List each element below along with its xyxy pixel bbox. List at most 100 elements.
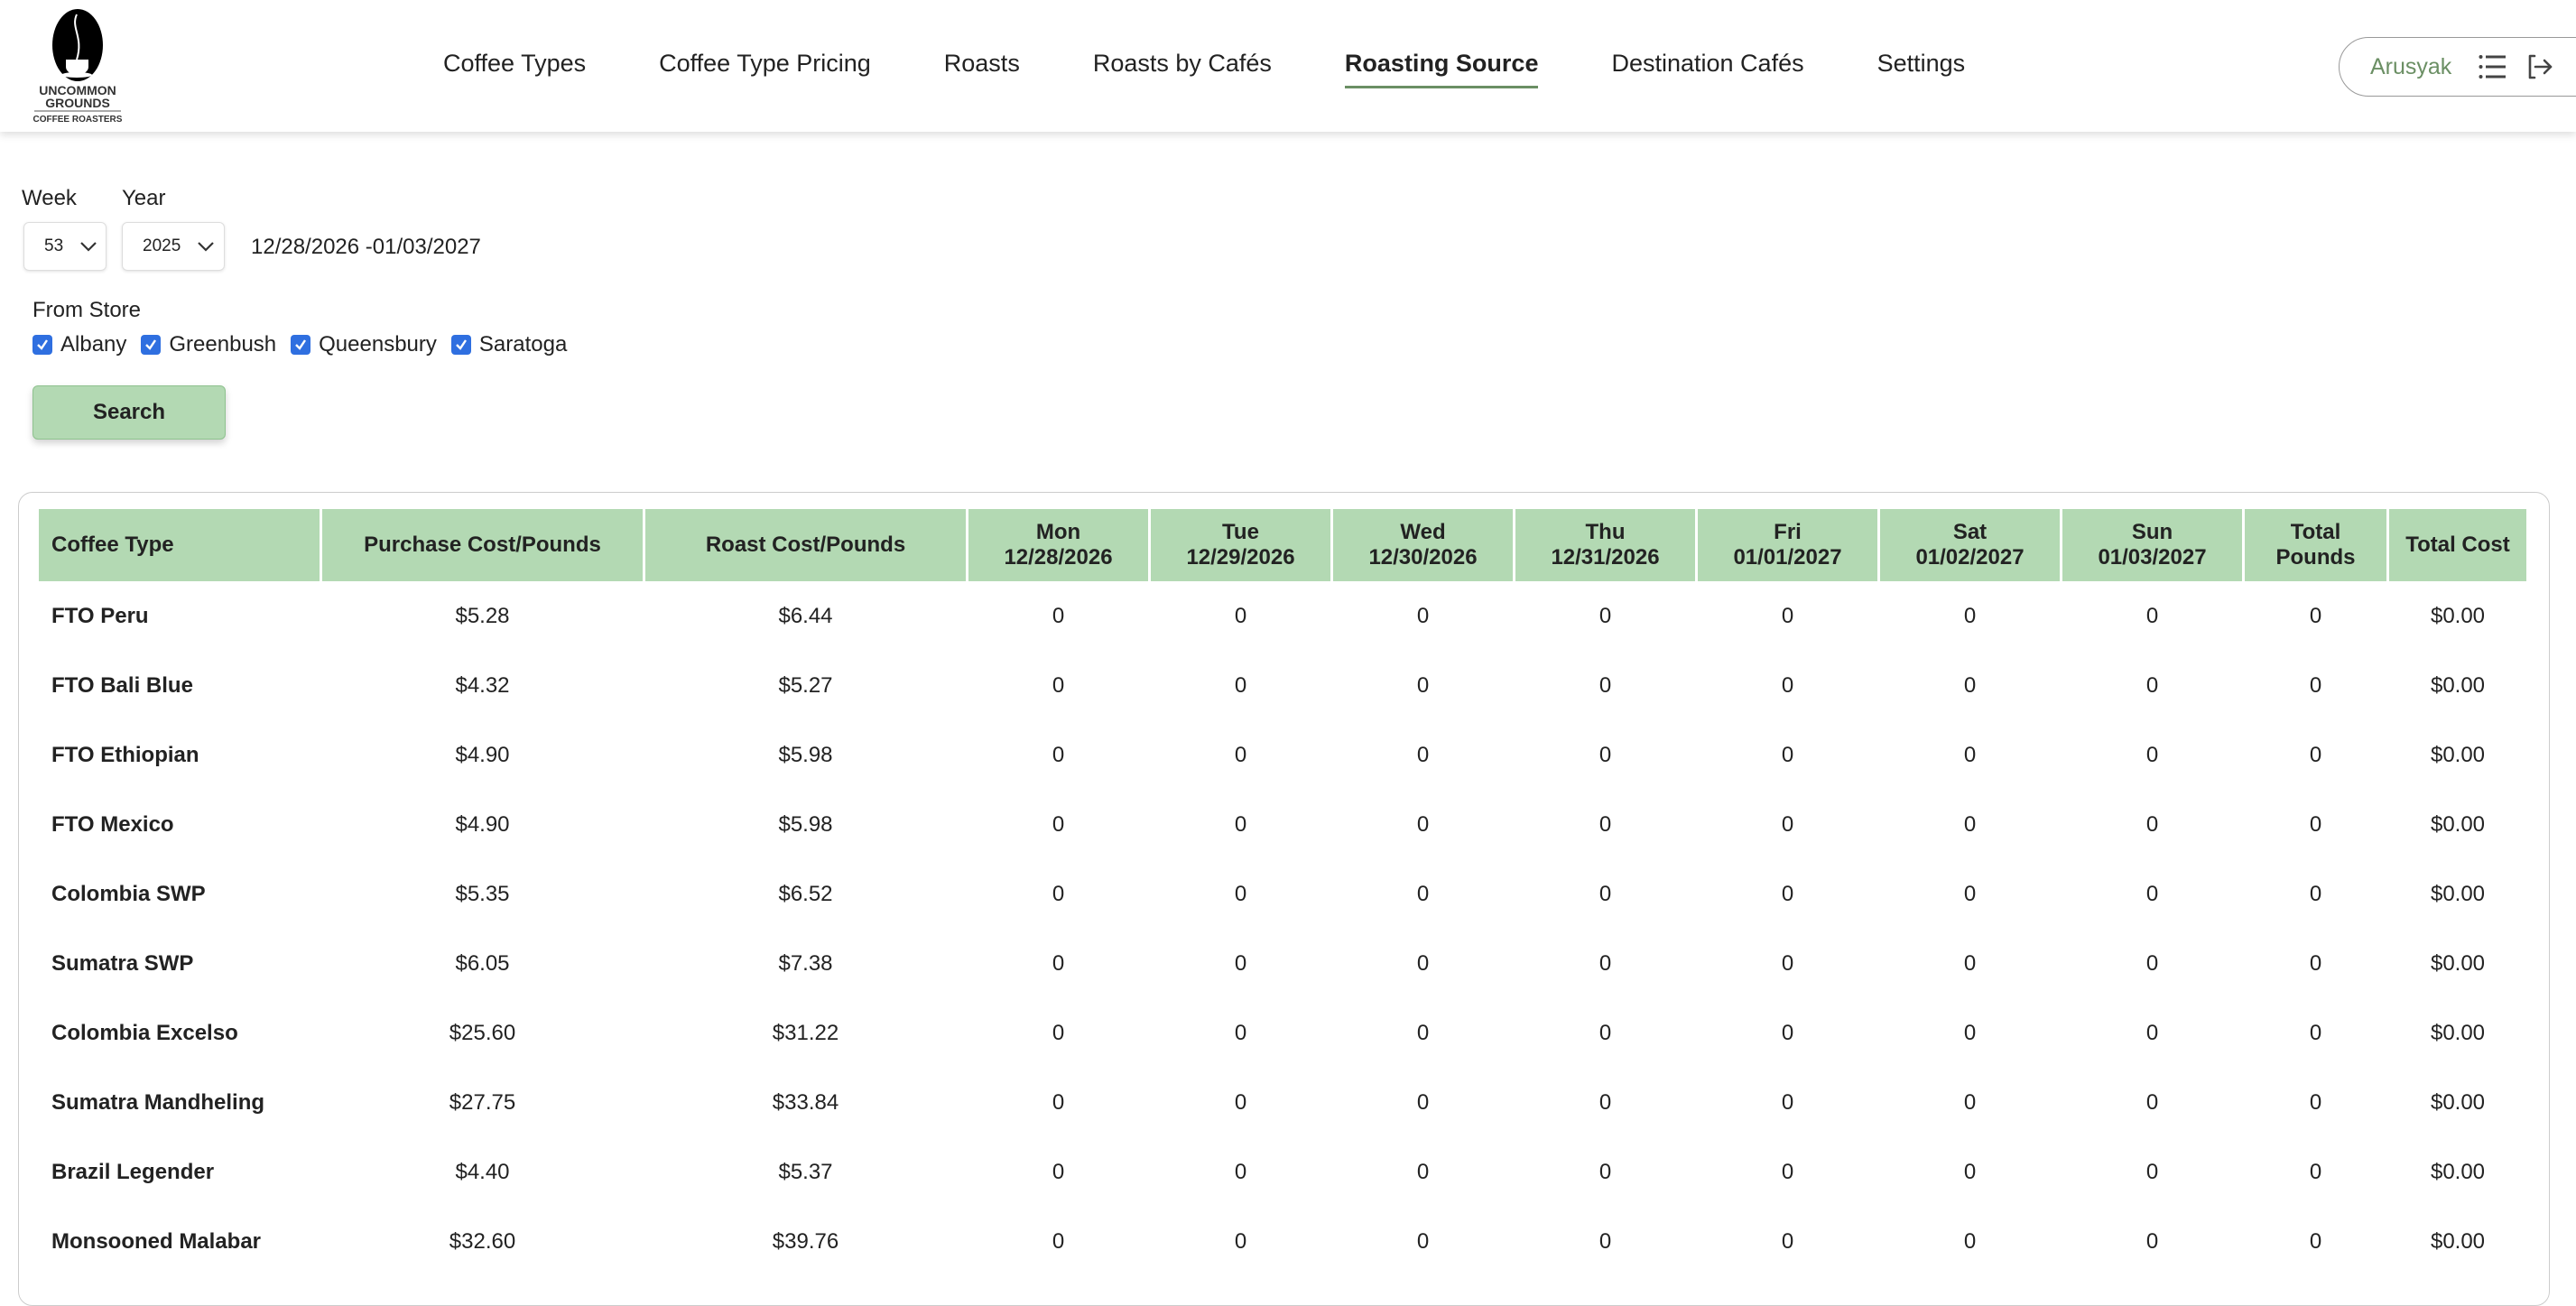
nav-item-destination-caf-s[interactable]: Destination Cafés	[1611, 49, 1804, 77]
table-cell: 0	[1781, 1159, 1794, 1184]
table-cell: $6.44	[778, 603, 833, 628]
table-cell: 0	[2309, 603, 2322, 628]
table-cell: 0	[2145, 1020, 2159, 1045]
table-cell: 0	[1416, 1020, 1430, 1045]
from-store-label: From Store	[32, 298, 142, 322]
table-cell: $0.00	[2430, 811, 2486, 837]
brand-logo[interactable]: UNCOMMON GROUNDS COFFEE ROASTERS	[27, 5, 128, 126]
header-text: 01/01/2027	[1733, 545, 1842, 570]
table-cell: $0.00	[2430, 742, 2486, 767]
week-select[interactable]: 53	[23, 222, 107, 271]
table-cell: 0	[2145, 672, 2159, 698]
coffee-type-cell: FTO Peru	[51, 603, 149, 628]
store-greenbush[interactable]: Greenbush	[141, 332, 276, 357]
table-cell: 0	[1234, 742, 1247, 767]
column-header: Coffee Type	[39, 509, 320, 581]
table-cell: 0	[1598, 742, 1612, 767]
table-cell: 0	[1781, 1089, 1794, 1115]
header-text: 12/29/2026	[1186, 545, 1295, 570]
table-cell: 0	[2145, 881, 2159, 906]
store-label: Queensbury	[319, 332, 437, 357]
table-cell: $4.40	[455, 1159, 510, 1184]
table-cell: 0	[1234, 881, 1247, 906]
table-cell: 0	[1416, 811, 1430, 837]
results-card: Coffee Type Purchase Cost/Pounds Roast Cos…	[18, 492, 2550, 1306]
column-header: Purchase Cost/Pounds	[322, 509, 643, 581]
table-row: FTO Bali Blue $4.32 $5.27 0 0 0 0 0 0 0 0 $0.00	[39, 651, 2526, 720]
table-row: FTO Peru $5.28 $6.44 0 0 0 0 0 0 0 0 $0.00	[39, 581, 2526, 651]
table-cell: 0	[1963, 603, 1977, 628]
table-cell: $0.00	[2430, 1089, 2486, 1115]
table-cell: 0	[1416, 1159, 1430, 1184]
table-cell: 0	[1416, 881, 1430, 906]
column-header: Mon 12/28/2026	[968, 509, 1148, 581]
table-cell: 0	[1234, 811, 1247, 837]
table-cell: 0	[1598, 1159, 1612, 1184]
table-cell: 0	[1963, 1159, 1977, 1184]
column-header: Tue 12/29/2026	[1151, 509, 1330, 581]
coffee-type-cell: Colombia SWP	[51, 881, 206, 906]
table-cell: $7.38	[778, 950, 833, 976]
checkbox-albany[interactable]	[32, 335, 52, 355]
list-icon[interactable]	[2479, 54, 2507, 79]
table-cell: 0	[1598, 672, 1612, 698]
nav-item-coffee-type-pricing[interactable]: Coffee Type Pricing	[659, 49, 871, 77]
table-cell: 0	[2145, 1159, 2159, 1184]
table-cell: 0	[1052, 742, 1065, 767]
header-text: Thu	[1585, 520, 1626, 544]
table-cell: 0	[1781, 1020, 1794, 1045]
logo-text-3: COFFEE ROASTERS	[33, 115, 123, 125]
checkbox-saratoga[interactable]	[450, 335, 471, 355]
coffee-type-cell: FTO Ethiopian	[51, 742, 199, 767]
table-cell: $6.05	[455, 950, 510, 976]
header-text: 01/02/2027	[1915, 545, 2025, 570]
column-header: Total Cost	[2389, 509, 2526, 581]
search-button[interactable]: Search	[32, 385, 226, 440]
table-cell: 0	[2145, 1089, 2159, 1115]
nav-item-roasts[interactable]: Roasts	[943, 49, 1020, 77]
logo-text-1: UNCOMMON	[39, 83, 116, 97]
logo-text-2: GROUNDS	[45, 96, 110, 110]
header-text: Total Cost	[2405, 533, 2510, 557]
table-header-row: Coffee Type Purchase Cost/Pounds Roast Cos…	[39, 509, 2526, 581]
table-cell: 0	[1234, 672, 1247, 698]
store-saratoga[interactable]: Saratoga	[450, 332, 567, 357]
nav-item-roasts-by-caf-s[interactable]: Roasts by Cafés	[1092, 49, 1272, 77]
checkbox-queensbury[interactable]	[291, 335, 311, 355]
nav-item-settings[interactable]: Settings	[1876, 49, 1966, 77]
table-cell: 0	[1416, 1228, 1430, 1254]
table-cell: $5.27	[778, 672, 833, 698]
logout-icon[interactable]	[2527, 54, 2553, 79]
checkbox-greenbush[interactable]	[141, 335, 162, 355]
table-cell: $4.90	[455, 742, 510, 767]
table-cell: 0	[1234, 1089, 1247, 1115]
table-cell: 0	[2309, 811, 2322, 837]
table-cell: 0	[1052, 1089, 1065, 1115]
nav-item-coffee-types[interactable]: Coffee Types	[443, 49, 587, 77]
table-cell: $0.00	[2430, 1159, 2486, 1184]
header-text: 01/03/2027	[2098, 545, 2207, 570]
coffee-type-cell: Colombia Excelso	[51, 1020, 238, 1045]
table-cell: 0	[1963, 881, 1977, 906]
store-albany[interactable]: Albany	[32, 332, 126, 357]
table-cell: 0	[1963, 811, 1977, 837]
table-cell: $33.84	[772, 1089, 839, 1115]
table-cell: $5.28	[455, 603, 510, 628]
store-queensbury[interactable]: Queensbury	[291, 332, 437, 357]
table-cell: 0	[1416, 672, 1430, 698]
table-cell: 0	[1234, 603, 1247, 628]
table-cell: $5.98	[778, 811, 833, 837]
table-cell: 0	[2309, 881, 2322, 906]
table-cell: 0	[1416, 1089, 1430, 1115]
header-text: Coffee Type	[51, 533, 174, 557]
user-name[interactable]: Arusyak	[2370, 53, 2452, 79]
year-select[interactable]: 2025	[122, 222, 225, 271]
table-cell: $0.00	[2430, 950, 2486, 976]
roasting-source-table: Coffee Type Purchase Cost/Pounds Roast Cos…	[36, 509, 2529, 1276]
table-row: Colombia Excelso $25.60 $31.22 0 0 0 0 0 0 0 0 $0.0…	[39, 998, 2526, 1068]
nav-item-roasting-source[interactable]: Roasting Source	[1344, 50, 1538, 88]
table-row: Sumatra SWP $6.05 $7.38 0 0 0 0 0 0 0 0 $0.00	[39, 929, 2526, 998]
table-row: FTO Mexico $4.90 $5.98 0 0 0 0 0 0 0 0 $0.00	[39, 790, 2526, 859]
table-cell: 0	[1781, 603, 1794, 628]
table-cell: 0	[1598, 950, 1612, 976]
